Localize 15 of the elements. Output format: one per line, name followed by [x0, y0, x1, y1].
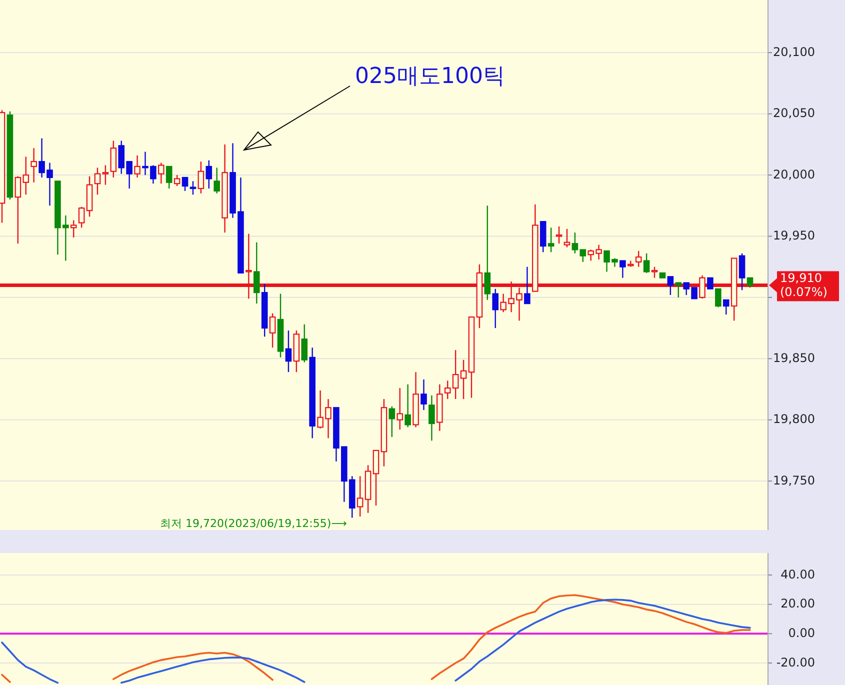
- y-tick-label: 19,850: [773, 350, 815, 365]
- y-tick-label: 19,750: [773, 473, 815, 488]
- y-tick-label: 20,100: [773, 44, 815, 59]
- y-tick-label: 19,800: [773, 412, 815, 426]
- y-tick-label: 19,950: [773, 228, 815, 243]
- y-tick-label: -20.00: [776, 655, 815, 670]
- y-tick-label: 20,050: [773, 106, 815, 120]
- annotation: 최저 19,720(2023/06/19,12:55)⟶: [160, 517, 348, 530]
- ref-line-label: 19,910 (0.07%): [780, 271, 828, 300]
- y-tick-label: 20,000: [773, 167, 815, 182]
- y-tick-label: 20.00: [780, 596, 815, 611]
- annotation: 025매도100틱: [355, 64, 505, 89]
- y-tick-label: 40.00: [780, 567, 815, 582]
- y-tick-label: 0.00: [788, 626, 815, 640]
- ref-label: 19,910 (0.07%): [769, 271, 839, 302]
